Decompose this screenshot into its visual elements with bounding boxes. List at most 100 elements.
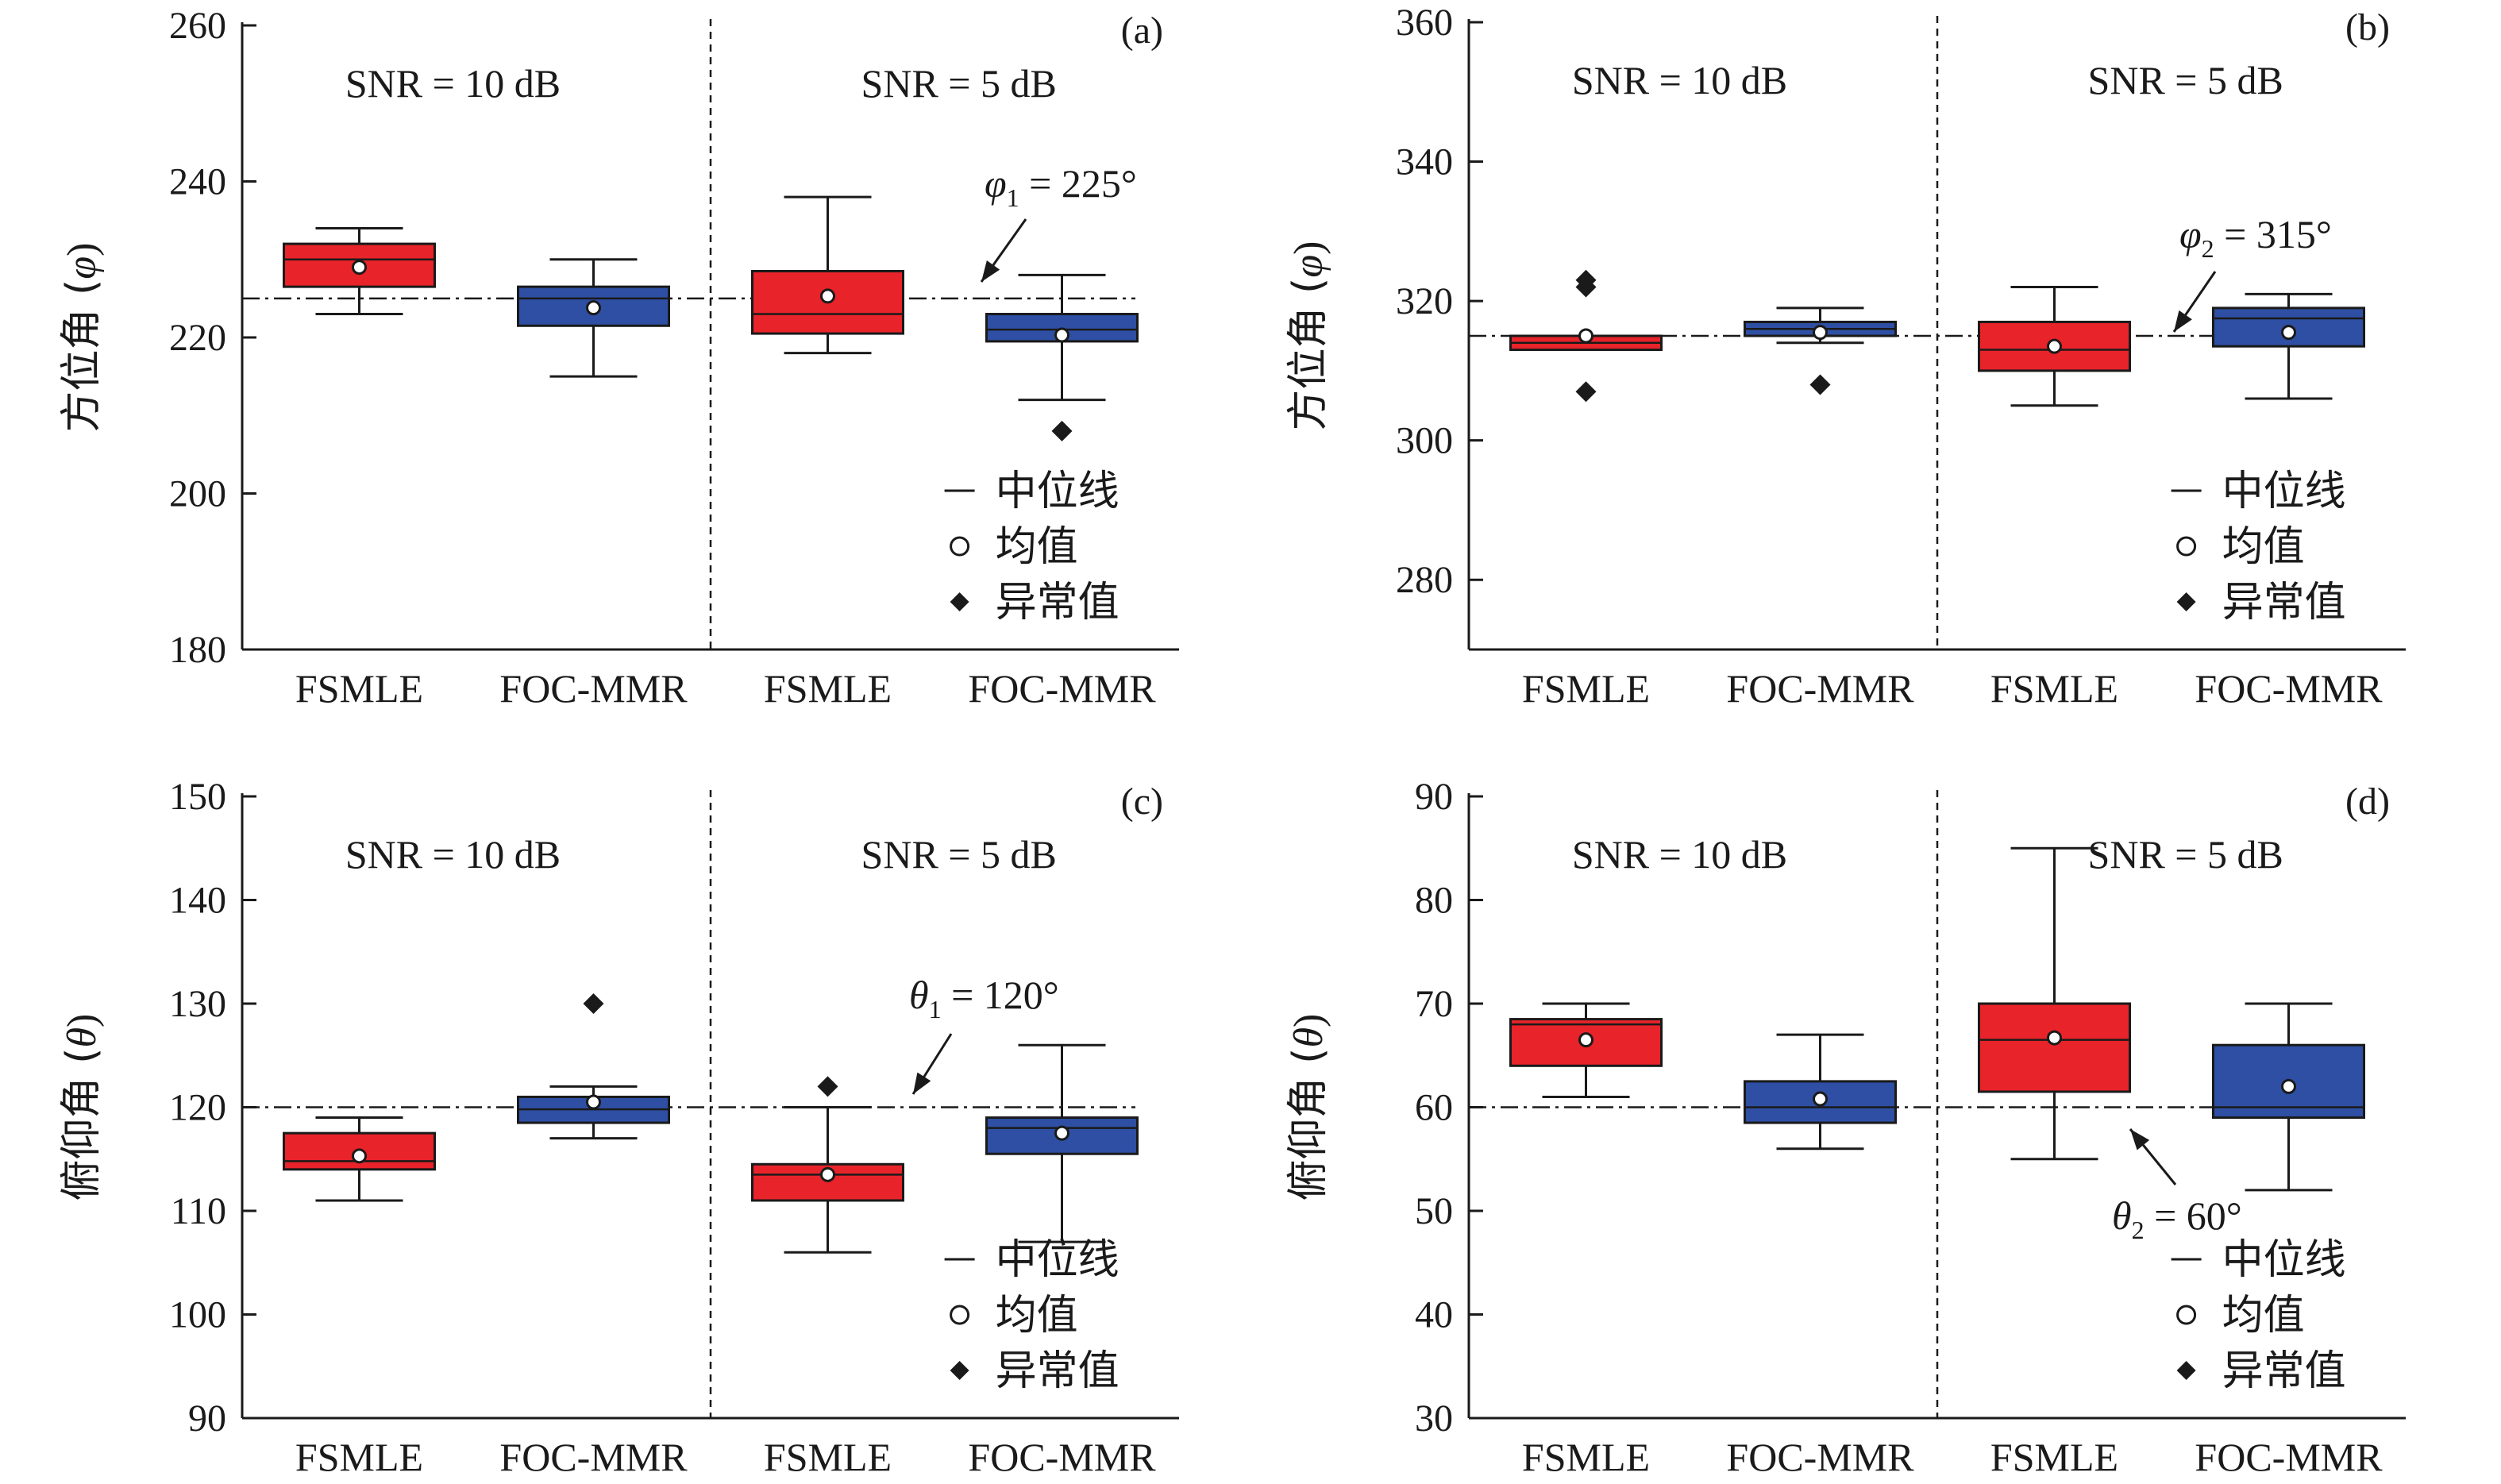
reference-symbol: φ bbox=[985, 161, 1007, 206]
y-axis-label-close: ) bbox=[1286, 1014, 1331, 1027]
legend-label: 中位线 bbox=[996, 468, 1119, 515]
reference-symbol: θ bbox=[909, 973, 929, 1017]
category-label: FOC-MMR bbox=[1726, 1435, 1914, 1479]
category-label: FSMLE bbox=[1990, 666, 2118, 711]
box-foc-mmr-10dB bbox=[1744, 1033, 1897, 1151]
box-fsmle-10dB bbox=[283, 1116, 436, 1202]
outlier-marker bbox=[1575, 269, 1597, 291]
category-label: FOC-MMR bbox=[499, 1435, 688, 1479]
y-tick-label: 260 bbox=[169, 5, 226, 47]
category-label: FOC-MMR bbox=[1726, 666, 1914, 711]
y-axis-label: 方位角 (φ) bbox=[58, 243, 106, 433]
iqr-box bbox=[1978, 1002, 2131, 1093]
reference-symbol: θ bbox=[2112, 1193, 2132, 1238]
group-label: SNR = 5 dB bbox=[861, 832, 1057, 877]
y-tick-label: 70 bbox=[1415, 983, 1453, 1025]
legend-label: 均值 bbox=[2222, 523, 2305, 571]
category-label: FSMLE bbox=[295, 666, 423, 711]
legend-mean-swatch bbox=[950, 536, 970, 557]
y-axis-label-close: ) bbox=[60, 243, 105, 256]
y-tick-label: 50 bbox=[1415, 1190, 1453, 1232]
legend-mean-swatch bbox=[950, 1305, 970, 1325]
y-tick-label: 30 bbox=[1415, 1397, 1453, 1440]
mean-marker bbox=[820, 1166, 835, 1182]
reference-annotation: θ2 = 60° bbox=[2112, 1193, 2242, 1244]
mean-marker bbox=[2281, 1078, 2296, 1094]
y-tick-label: 200 bbox=[169, 473, 226, 515]
category-label: FOC-MMR bbox=[968, 1435, 1156, 1479]
legend-outlier-swatch bbox=[2176, 1361, 2196, 1380]
mean-marker bbox=[1578, 1032, 1593, 1048]
legend-label: 异常值 bbox=[996, 579, 1119, 626]
mean-marker bbox=[586, 300, 601, 316]
y-axis-label-symbol: φ bbox=[60, 256, 105, 279]
y-tick-label: 240 bbox=[169, 161, 226, 203]
reference-subscript: 2 bbox=[2202, 234, 2214, 263]
y-tick-label: 100 bbox=[169, 1294, 226, 1336]
reference-annotation: φ2 = 315° bbox=[2179, 212, 2332, 263]
box-fsmle-10dB bbox=[1509, 1002, 1663, 1098]
reference-annotation: φ1 = 225° bbox=[985, 161, 1137, 212]
panel-label: (c) bbox=[1121, 781, 1163, 823]
mean-marker bbox=[1813, 1091, 1828, 1107]
category-label: FSMLE bbox=[295, 1435, 423, 1479]
y-tick-label: 130 bbox=[169, 983, 226, 1025]
group-label: SNR = 10 dB bbox=[345, 832, 561, 877]
box-foc-mmr-5dB bbox=[2212, 292, 2365, 400]
category-label: FOC-MMR bbox=[499, 666, 688, 711]
outlier-marker bbox=[1809, 374, 1831, 395]
legend-label: 中位线 bbox=[2222, 468, 2346, 515]
y-tick-label: 300 bbox=[1396, 420, 1453, 462]
legend-label: 异常值 bbox=[2222, 579, 2346, 626]
reference-value: = 120° bbox=[942, 973, 1059, 1017]
category-label: FOC-MMR bbox=[968, 666, 1156, 711]
category-label: FSMLE bbox=[764, 666, 892, 711]
legend-outlier-swatch bbox=[950, 592, 969, 611]
box-fsmle-10dB bbox=[1509, 269, 1663, 403]
panel-label: (a) bbox=[1121, 10, 1163, 52]
y-axis-label: 方位角 (φ) bbox=[1285, 241, 1332, 431]
mean-marker bbox=[2281, 325, 2296, 341]
legend-label: 均值 bbox=[2222, 1292, 2305, 1339]
reference-subscript: 1 bbox=[1007, 183, 1019, 212]
outlier-marker bbox=[1051, 420, 1073, 441]
mean-marker bbox=[1054, 1125, 1069, 1141]
y-axis-label-symbol: θ bbox=[60, 1027, 105, 1048]
group-label: SNR = 10 dB bbox=[1572, 58, 1787, 102]
y-axis-label-close: ) bbox=[1286, 241, 1331, 255]
box-fsmle-5dB bbox=[751, 195, 904, 355]
y-tick-label: 140 bbox=[169, 880, 226, 922]
annotation-arrow-head bbox=[2130, 1129, 2150, 1151]
group-label: SNR = 5 dB bbox=[2088, 832, 2283, 877]
reference-symbol: φ bbox=[2179, 212, 2202, 256]
y-axis-label-text: 方位角 ( bbox=[1285, 278, 1332, 431]
box-fsmle-5dB bbox=[1978, 846, 2131, 1161]
y-tick-label: 110 bbox=[171, 1190, 226, 1232]
y-tick-label: 220 bbox=[169, 317, 226, 359]
panel-label: (d) bbox=[2345, 781, 2390, 823]
box-foc-mmr-10dB bbox=[517, 258, 670, 378]
legend-outlier-swatch bbox=[2176, 592, 2196, 611]
panel-label: (b) bbox=[2345, 6, 2390, 48]
box-foc-mmr-5dB bbox=[2212, 1002, 2365, 1192]
y-tick-label: 90 bbox=[188, 1397, 226, 1440]
y-tick-label: 150 bbox=[169, 776, 226, 818]
legend-label: 均值 bbox=[996, 523, 1078, 571]
y-axis-label-close: ) bbox=[60, 1014, 105, 1027]
category-label: FOC-MMR bbox=[2195, 666, 2383, 711]
reference-value: = 60° bbox=[2145, 1193, 2242, 1238]
legend-label: 异常值 bbox=[996, 1347, 1119, 1395]
category-label: FSMLE bbox=[1990, 1435, 2118, 1479]
reference-value: = 225° bbox=[1019, 161, 1137, 206]
legend-label: 中位线 bbox=[2222, 1236, 2346, 1284]
y-tick-label: 90 bbox=[1415, 776, 1453, 818]
box-foc-mmr-10dB bbox=[517, 993, 670, 1140]
y-tick-label: 80 bbox=[1415, 880, 1453, 922]
